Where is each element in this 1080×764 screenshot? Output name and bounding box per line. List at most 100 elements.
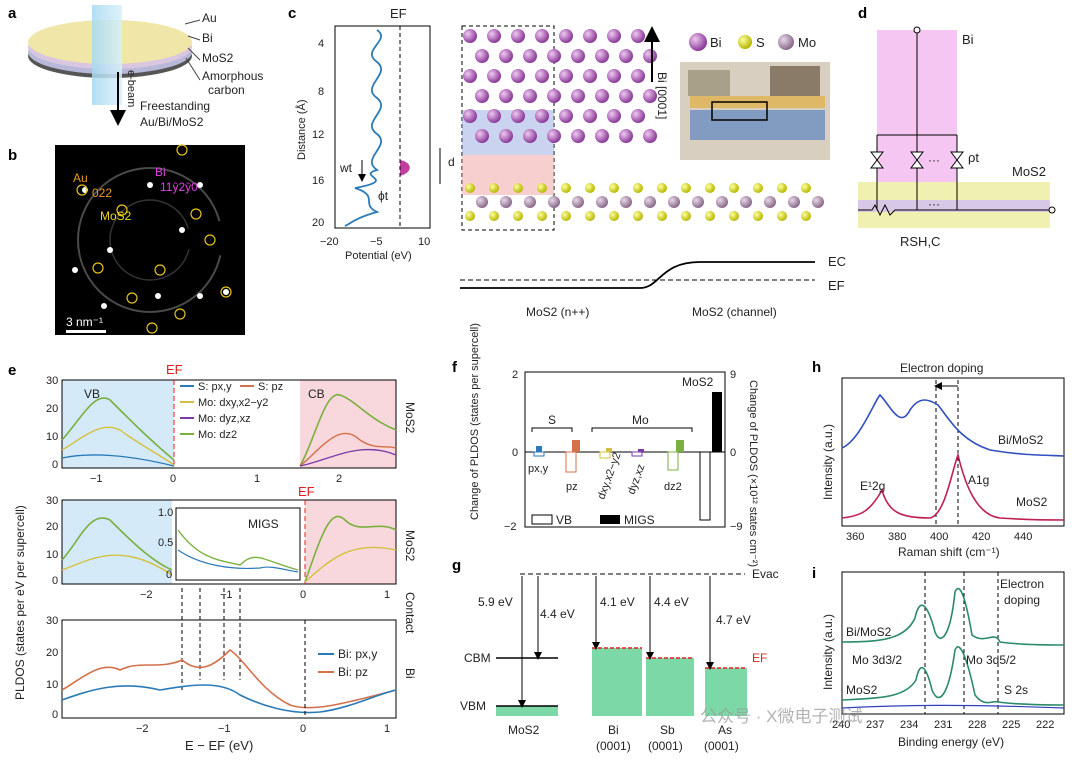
bi-atom <box>607 69 621 83</box>
bi-atom <box>547 49 561 63</box>
band-ec <box>460 261 815 289</box>
legend-mo: Mo <box>798 35 816 50</box>
c-ytick-5: 20 <box>312 217 324 229</box>
s-atom <box>585 183 595 193</box>
bi-atom <box>631 29 645 43</box>
g-facet-bi: (0001) <box>596 739 631 753</box>
band-ef-label: EF <box>828 278 845 293</box>
s-atom <box>681 211 691 221</box>
migs-bar <box>676 440 684 452</box>
s-atom <box>489 211 499 221</box>
bi-atom <box>487 29 501 43</box>
s-atom <box>561 211 571 221</box>
c-ytick-1: 4 <box>318 38 324 50</box>
f-orb-2: pz <box>566 481 578 493</box>
s-atom <box>729 211 739 221</box>
panel-i: i Electron doping Bi/MoS2 MoS2 Mo 3d3/2 … <box>812 565 1065 749</box>
bi-atom <box>643 89 657 103</box>
s-atom <box>465 211 475 221</box>
e-mid-xt2: −1 <box>220 589 233 601</box>
s-atom <box>681 183 691 193</box>
c-ytick-3: 12 <box>312 129 324 141</box>
diffraction-spots <box>72 144 232 334</box>
d-dots-1: ··· <box>928 153 940 167</box>
g-mat-mos2: MoS2 <box>508 723 540 737</box>
migs-bar <box>712 392 722 452</box>
mos2-spot-ring <box>204 234 216 246</box>
e-ylabel: PLDOS (states per eV per supercell) <box>13 505 27 700</box>
e-xlabel: E − EF (eV) <box>185 738 253 753</box>
e-bot-yt3: 10 <box>46 679 58 691</box>
g-e5: 4.7 eV <box>716 613 751 627</box>
layer-freestanding: Freestanding <box>140 99 210 113</box>
f-rt1: 9 <box>730 369 736 381</box>
panel-b: b Au 022 Bi 11ŷ2ŷ0 MoS2 3 nm⁻¹ <box>8 144 245 335</box>
c-ytick-4: 16 <box>312 175 324 187</box>
e-bot-yt1: 30 <box>46 615 58 627</box>
region-left: MoS2 (n++) <box>526 305 589 319</box>
s-atom <box>801 211 811 221</box>
s-atom <box>465 183 475 193</box>
bi-atom <box>631 109 645 123</box>
e-side-mid: MoS2 <box>403 530 417 562</box>
i-ylabel: Intensity (a.u.) <box>821 614 835 690</box>
bi-atom <box>559 29 573 43</box>
d-rho: ρt <box>968 150 979 165</box>
i-trace2: MoS2 <box>846 683 878 697</box>
mos2-spot-ring <box>116 204 128 216</box>
g-e4: 4.4 eV <box>654 595 689 609</box>
c-ytick-2: 8 <box>318 86 324 98</box>
h-xt3: 400 <box>930 531 948 543</box>
au-label: Au <box>73 171 88 185</box>
mo-atom <box>500 196 512 208</box>
s-atom <box>657 211 667 221</box>
phit-label: ϕt <box>378 189 389 203</box>
layer-amorphous: Amorphous <box>202 69 263 83</box>
panel-f: f 2 0 −2 9 0 −9 Change of PLDOS (states … <box>452 323 759 567</box>
layer-bi: Bi <box>202 31 213 45</box>
e-mid-xt4: 1 <box>384 589 390 601</box>
e-top-axes <box>61 379 397 469</box>
h-ylabel: Intensity (a.u.) <box>821 424 835 500</box>
f-orb-5: dz2 <box>664 481 682 493</box>
s-atom <box>801 183 811 193</box>
e-leg-2: S: pz <box>258 381 283 393</box>
i-xt5: 228 <box>968 719 986 731</box>
migs-bar <box>572 440 580 452</box>
f-legend-vb: VB <box>556 513 572 527</box>
i-xlabel: Binding energy (eV) <box>898 735 1004 749</box>
e-mid-yt2: 20 <box>46 521 58 533</box>
i-annot1: Electron <box>1000 577 1044 591</box>
bi-atom <box>535 109 549 123</box>
legend-s: S <box>756 35 765 50</box>
bi-atom <box>499 129 513 143</box>
e-bot-xt2: −1 <box>218 723 231 735</box>
f-group-mo: Mo <box>632 413 649 427</box>
e-top-yt1: 30 <box>46 375 58 387</box>
panel-d-label: d <box>858 5 867 22</box>
h-trace-mos2 <box>841 452 1065 521</box>
d-mos2: MoS2 <box>1012 164 1046 179</box>
bi-atom <box>511 29 525 43</box>
s-atom <box>513 183 523 193</box>
panel-c-label: c <box>288 5 296 22</box>
vb-bar <box>667 451 679 471</box>
vb-bar <box>699 451 711 521</box>
mos2-spot-ring <box>92 262 104 274</box>
mo-atom <box>716 196 728 208</box>
e-ef-top: EF <box>166 362 183 377</box>
mos2-label: MoS2 <box>100 209 132 223</box>
e-top-xt2: 0 <box>170 473 176 485</box>
e-bot-leg1: Bi: px,y <box>338 647 377 661</box>
i-annot2: doping <box>1004 593 1040 607</box>
c-xtick-2: −5 <box>370 236 383 248</box>
diffraction-spot <box>72 267 78 273</box>
s-atom <box>777 183 787 193</box>
bi-atom <box>619 129 633 143</box>
s-atom <box>753 183 763 193</box>
h-xt1: 360 <box>846 531 864 543</box>
e-in-yt2: 0.5 <box>158 537 173 549</box>
e-bot-yt2: 20 <box>46 647 58 659</box>
bi-atom <box>631 69 645 83</box>
